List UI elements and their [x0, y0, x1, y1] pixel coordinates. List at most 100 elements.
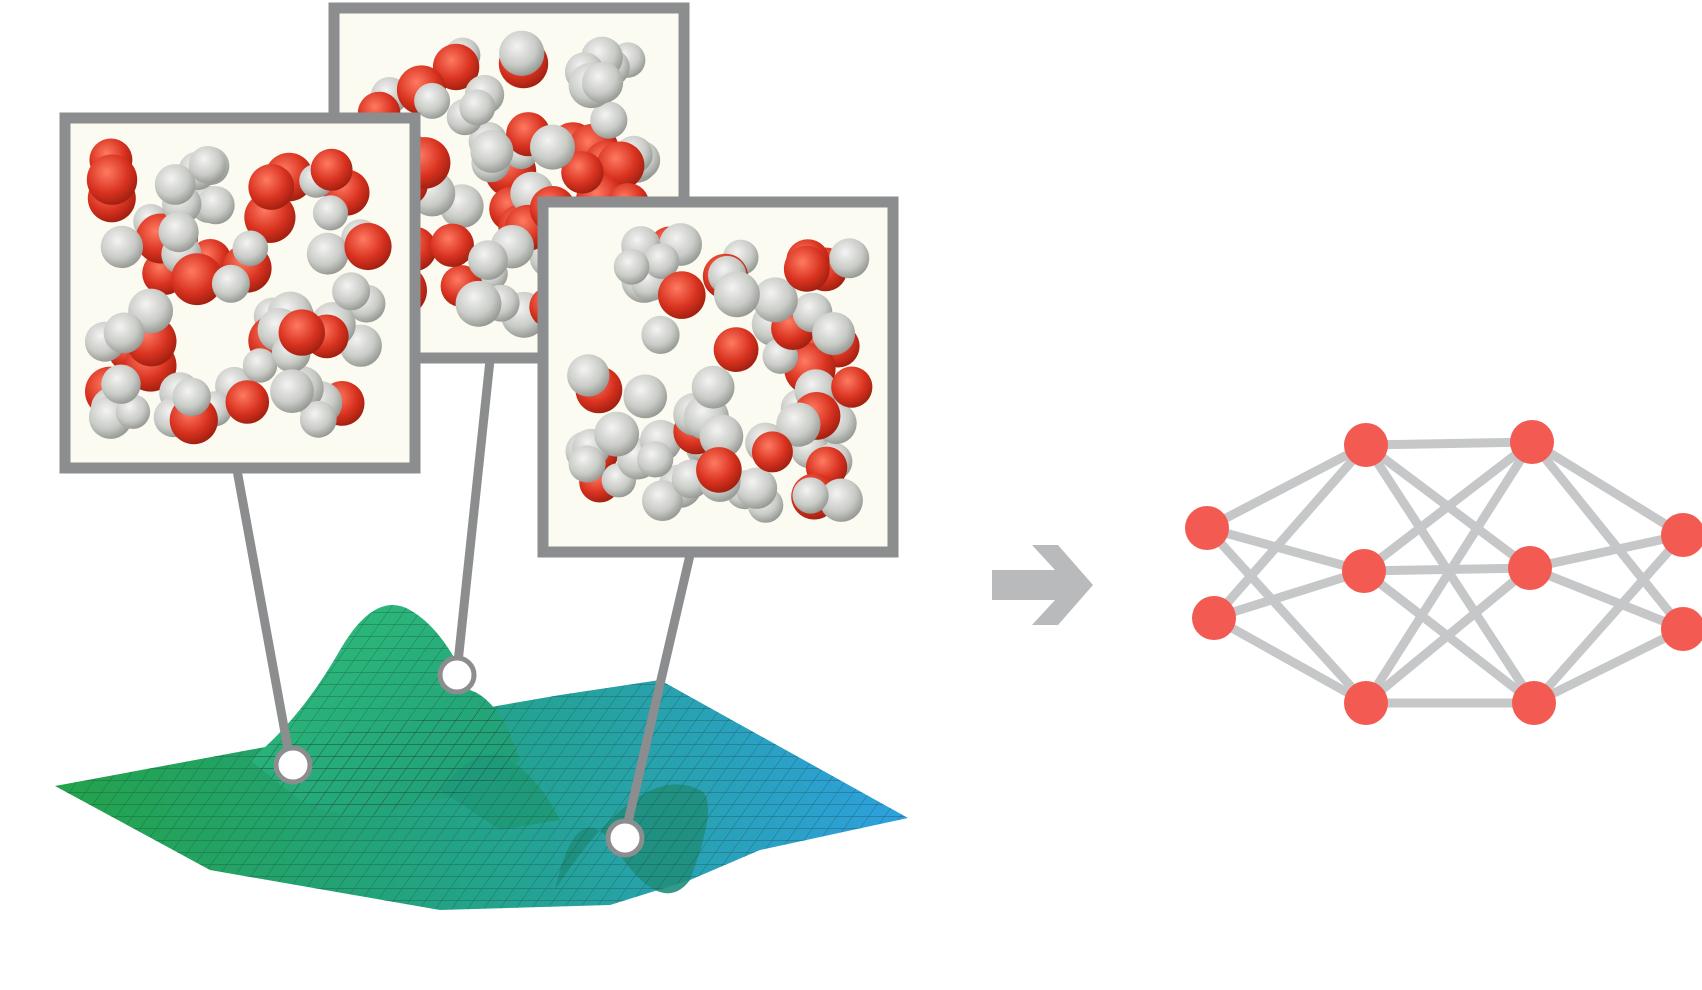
hydrogen-atom	[499, 30, 545, 76]
nn-edge	[1202, 523, 1369, 576]
oxygen-atom	[432, 43, 480, 91]
oxygen-atom	[248, 164, 295, 210]
oxygen-atom	[430, 223, 474, 267]
nn-edge	[1527, 437, 1688, 540]
hydrogen-atom	[641, 315, 680, 354]
sample-point	[437, 655, 477, 695]
nn-node	[1344, 681, 1388, 725]
surface-mesh	[55, 680, 908, 910]
hydrogen-atom	[188, 146, 227, 184]
neural-network	[1185, 420, 1702, 725]
oxygen-atom	[171, 253, 223, 306]
hydrogen-atom	[468, 240, 508, 280]
nn-node	[1510, 420, 1554, 464]
oxygen-atom	[310, 148, 353, 191]
connector-line	[232, 465, 295, 765]
nn-node	[1661, 513, 1702, 557]
hydrogen-atom	[623, 374, 668, 419]
oxygen-atom	[831, 366, 873, 408]
hydrogen-atom	[594, 411, 640, 457]
connector-line	[620, 550, 695, 840]
oxygen-atom	[344, 222, 392, 271]
nn-node	[1344, 423, 1388, 467]
oxygen-atom	[561, 151, 604, 194]
nn-edge	[1361, 437, 1537, 708]
hydrogen-atom	[812, 312, 856, 356]
hydrogen-atom	[819, 478, 863, 522]
right-arrow-icon	[992, 545, 1093, 625]
nn-edge	[1525, 530, 1688, 573]
hydrogen-atom	[714, 271, 760, 318]
nn-edge	[1361, 437, 1537, 450]
nn-edge	[1209, 613, 1371, 708]
nn-edge	[1209, 566, 1369, 623]
hydrogen-atom	[699, 414, 744, 459]
nn-node	[1661, 607, 1702, 651]
nn-edge	[1359, 437, 1537, 576]
nn-edge	[1209, 440, 1371, 623]
hydrogen-atom	[242, 348, 278, 383]
oxygen-atom	[713, 327, 759, 372]
hydrogen-atom	[154, 164, 196, 205]
oxygen-atom	[783, 246, 830, 292]
hydrogen-atom	[196, 186, 235, 225]
molecule-snapshot-c	[537, 196, 899, 558]
oxygen-atom	[225, 380, 270, 424]
hydrogen-atom	[776, 402, 821, 447]
hydrogen-atom	[101, 364, 141, 404]
nn-node	[1342, 549, 1386, 593]
connectors	[232, 355, 695, 840]
nn-edge	[1529, 624, 1688, 708]
hydrogen-atom	[568, 445, 606, 483]
connector-line	[452, 355, 495, 677]
oxygen-atom	[658, 271, 706, 319]
hydrogen-atom	[470, 129, 514, 173]
hydrogen-atom	[414, 82, 451, 119]
hydrogen-atom	[312, 195, 349, 231]
hydrogen-atom	[530, 124, 575, 170]
hydrogen-atom	[332, 272, 371, 311]
hydrogen-atom	[306, 232, 349, 275]
hydrogen-atom	[270, 369, 314, 413]
hydrogen-atom	[792, 477, 829, 514]
nn-node	[1185, 506, 1229, 550]
hydrogen-atom	[455, 280, 502, 327]
sample-point	[605, 818, 645, 858]
hydrogen-atom	[459, 89, 496, 126]
hydrogen-atom	[103, 312, 145, 354]
hydrogen-atom	[643, 243, 680, 279]
nn-edge	[1202, 440, 1371, 533]
sample-points	[273, 655, 645, 858]
nn-node	[1512, 681, 1556, 725]
oxygen-atom	[278, 309, 325, 356]
hydrogen-atom	[590, 101, 628, 139]
hydrogen-atom	[158, 212, 199, 253]
hydrogen-atom	[613, 248, 650, 285]
nn-edge	[1527, 437, 1688, 634]
nn-edge	[1525, 563, 1688, 634]
hydrogen-atom	[582, 62, 624, 104]
nn-node	[1508, 546, 1552, 590]
molecule-snapshot-a	[59, 112, 421, 474]
oxygen-atom	[751, 431, 793, 473]
hydrogen-atom	[637, 441, 674, 478]
oxygen-atom	[86, 154, 138, 205]
hydrogen-atom	[829, 238, 870, 279]
oxygen-atom	[696, 447, 742, 493]
hydrogen-atom	[211, 264, 250, 303]
hydrogen-atom	[752, 277, 798, 323]
hydrogen-atom	[567, 354, 610, 397]
nn-edge	[1361, 563, 1535, 708]
energy-surface	[55, 605, 908, 910]
nn-node	[1192, 596, 1236, 640]
hydrogen-atom	[691, 365, 735, 409]
hydrogen-atom	[100, 225, 144, 269]
hydrogen-atom	[642, 480, 683, 521]
hydrogen-atom	[735, 467, 778, 509]
hydrogen-atom	[172, 377, 211, 417]
nn-edge	[1529, 530, 1688, 708]
nn-edge	[1202, 523, 1371, 708]
hydrogen-atom	[232, 230, 269, 267]
sample-point	[273, 745, 313, 785]
